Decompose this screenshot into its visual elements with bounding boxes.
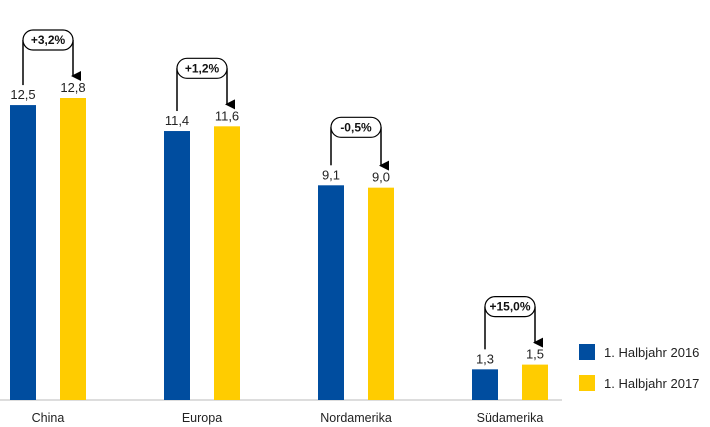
change-annotation-europa: +1,2%: [176, 57, 235, 112]
bar-europa-series-2: [214, 126, 240, 400]
value-label: 11,4: [165, 113, 189, 128]
bar-südamerika-series-2: [522, 364, 548, 400]
change-annotation-südamerika: +15,0%: [484, 296, 543, 350]
category-label: Europa: [182, 411, 222, 425]
value-label: 11,6: [215, 108, 239, 123]
value-label: 1,3: [476, 351, 494, 366]
change-label: +15,0%: [489, 300, 530, 314]
bar-südamerika-series-1: [472, 369, 498, 400]
legend-label: 1. Halbjahr 2017: [604, 376, 699, 391]
category-label: Südamerika: [477, 411, 544, 425]
legend-swatch: [579, 344, 595, 360]
category-label: China: [32, 411, 65, 425]
legend-label: 1. Halbjahr 2016: [604, 345, 699, 360]
bar-europa-series-1: [164, 131, 190, 400]
value-label: 12,5: [10, 87, 35, 102]
value-label: 9,0: [372, 170, 390, 185]
change-badge: [22, 29, 74, 51]
legend-item-2: 1. Halbjahr 2017: [579, 375, 699, 391]
change-annotation-china: +3,2%: [22, 29, 81, 86]
value-label: 9,1: [322, 167, 340, 182]
bar-nordamerika-series-1: [318, 185, 344, 400]
change-annotation-nordamerika: -0,5%: [330, 116, 389, 171]
bar-nordamerika-series-2: [368, 187, 394, 400]
change-badge: [176, 57, 228, 79]
change-badge: [330, 116, 382, 138]
value-label: 1,5: [526, 347, 544, 362]
change-label: +1,2%: [185, 61, 220, 75]
legend-swatch: [579, 375, 595, 391]
change-label: +3,2%: [31, 33, 66, 47]
category-label: Nordamerika: [320, 411, 392, 425]
legend-item-1: 1. Halbjahr 2016: [579, 344, 699, 360]
change-badge: [484, 296, 536, 318]
value-label: 12,8: [60, 80, 85, 95]
change-label: -0,5%: [340, 120, 372, 134]
bar-china-series-1: [10, 105, 36, 400]
bar-china-series-2: [60, 98, 86, 400]
